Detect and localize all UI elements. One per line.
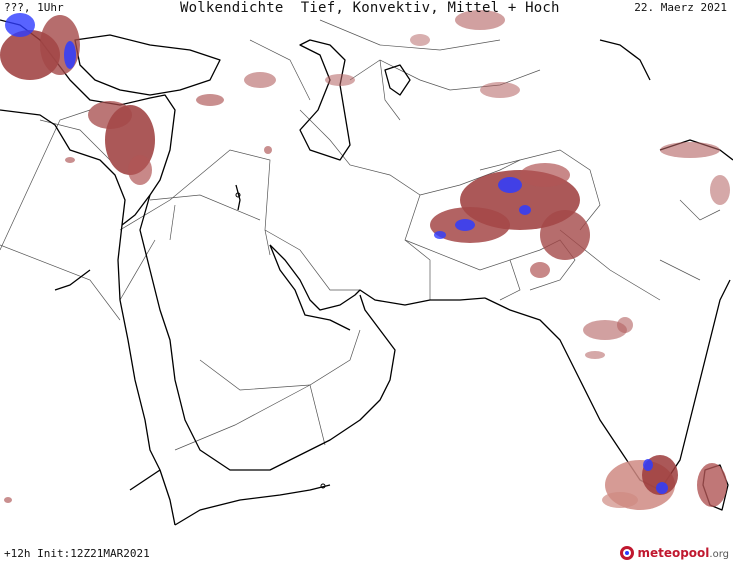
- meteopool-logo[interactable]: meteopool.org: [619, 545, 729, 561]
- footer-run-info: +12h Init:12Z21MAR2021: [4, 547, 150, 560]
- header-date: 22. Maerz 2021: [634, 1, 727, 14]
- logo-brand-suffix: .org: [709, 549, 729, 560]
- country-borders: [0, 19, 721, 451]
- meteopool-logo-text: meteopool.org: [637, 546, 729, 560]
- cloud-cover-layer: [0, 10, 730, 510]
- coastlines: [0, 19, 733, 526]
- header-map-title: Wolkendichte Tief, Konvektiv, Mittel + H…: [180, 0, 560, 16]
- small-islands: [235, 192, 326, 489]
- meteopool-logo-icon: [620, 546, 635, 560]
- logo-brand-primary: meteo: [637, 546, 681, 560]
- header-location-time: ???, 1Uhr: [4, 1, 64, 14]
- logo-brand-secondary: pool: [680, 546, 710, 560]
